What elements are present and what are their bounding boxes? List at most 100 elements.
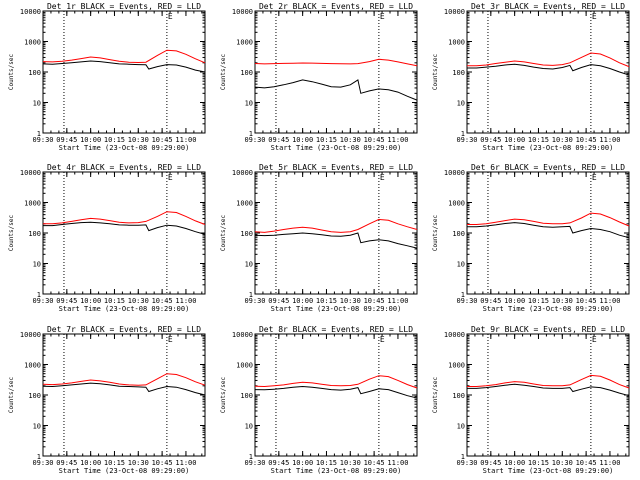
y-axis-label: Counts/sec	[8, 215, 15, 252]
panel-det-3: Det 3r BLACK = Events, RED = LLD 1 10 100 10…	[432, 2, 630, 152]
x-tick-label: 10:45	[364, 459, 385, 467]
x-tick-label: 09:45	[480, 459, 501, 467]
x-tick-label: 10:45	[152, 136, 173, 144]
x-tick-label: 10:00	[504, 136, 525, 144]
y-tick-label: 1000	[24, 200, 41, 208]
series-events	[467, 383, 630, 397]
y-tick-label: 100	[28, 392, 41, 400]
y-tick-label: 100	[240, 392, 253, 400]
x-tick-label: 09:30	[32, 459, 53, 467]
y-tick-label: 1	[37, 453, 41, 461]
y-tick-label: 1000	[236, 362, 253, 370]
x-tick-label: 11:00	[599, 136, 620, 144]
y-tick-label: 10	[245, 261, 253, 269]
x-tick-label: 09:30	[456, 136, 477, 144]
x-tick-label: 10:45	[152, 297, 173, 305]
x-axis-label: Start Time (23-Oct-08 09:29:00)	[59, 144, 190, 152]
x-tick-label: 10:30	[128, 136, 149, 144]
y-tick-label: 1000	[236, 39, 253, 47]
y-tick-label: 1	[249, 291, 253, 299]
panel-title: Det 5r BLACK = Events, RED = LLD	[259, 163, 413, 172]
y-tick-label: 100	[452, 69, 465, 77]
marker-label: E	[380, 12, 385, 21]
x-tick-label: 10:15	[528, 297, 549, 305]
x-tick-label: 09:45	[268, 136, 289, 144]
x-tick-label: 10:15	[528, 136, 549, 144]
x-tick-label: 10:30	[340, 459, 361, 467]
panel-title: Det 9r BLACK = Events, RED = LLD	[471, 325, 625, 334]
y-tick-label: 10000	[444, 331, 465, 339]
x-tick-label: 10:30	[128, 297, 149, 305]
x-tick-label: 11:00	[387, 459, 408, 467]
y-tick-label: 10000	[232, 331, 253, 339]
x-tick-label: 10:30	[340, 136, 361, 144]
x-tick-label: 11:00	[387, 136, 408, 144]
x-tick-label: 10:15	[316, 136, 337, 144]
y-tick-label: 10	[245, 100, 253, 108]
series-events	[42, 60, 206, 73]
series-events	[254, 232, 418, 249]
x-axis-label: Start Time (23-Oct-08 09:29:00)	[483, 305, 614, 313]
x-tick-label: 10:30	[128, 459, 149, 467]
y-tick-label: 10000	[444, 169, 465, 177]
x-tick-label: 10:00	[292, 297, 313, 305]
x-tick-label: 10:15	[316, 297, 337, 305]
y-tick-label: 10000	[232, 169, 253, 177]
x-tick-label: 10:30	[552, 297, 573, 305]
y-tick-label: 1000	[448, 39, 465, 47]
y-tick-label: 1	[461, 453, 465, 461]
y-tick-label: 10000	[20, 169, 41, 177]
x-tick-label: 10:15	[104, 297, 125, 305]
x-tick-label: 10:00	[292, 459, 313, 467]
panel-det-7: Det 7r BLACK = Events, RED = LLD 1 10 100 10…	[8, 325, 206, 475]
x-tick-label: 10:45	[576, 136, 597, 144]
x-tick-label: 10:15	[104, 459, 125, 467]
series-events	[467, 222, 630, 239]
series-lld	[467, 52, 630, 68]
x-tick-label: 09:30	[456, 459, 477, 467]
x-tick-label: 11:00	[599, 459, 620, 467]
series-lld	[42, 373, 206, 386]
x-tick-label: 10:15	[528, 459, 549, 467]
series-events	[254, 385, 418, 399]
x-tick-label: 09:45	[56, 136, 77, 144]
y-tick-label: 10	[457, 100, 465, 108]
panel-det-2: Det 2r BLACK = Events, RED = LLD 1 10 100 10…	[220, 2, 418, 152]
x-tick-label: 09:30	[32, 136, 53, 144]
y-tick-label: 10	[245, 423, 253, 431]
y-axis-label: Counts/sec	[220, 377, 227, 414]
marker-label: E	[592, 173, 597, 182]
y-tick-label: 10000	[20, 331, 41, 339]
panel-det-4: Det 4r BLACK = Events, RED = LLD 1 10 100 10…	[8, 163, 206, 313]
x-tick-label: 10:15	[316, 459, 337, 467]
marker-label: E	[168, 12, 173, 21]
panel-det-8: Det 8r BLACK = Events, RED = LLD 1 10 100 10…	[220, 325, 418, 475]
x-tick-label: 10:00	[504, 297, 525, 305]
plot-frame	[466, 171, 630, 295]
x-tick-label: 10:15	[104, 136, 125, 144]
plot-frame	[254, 10, 418, 134]
marker-label: E	[380, 335, 385, 344]
panel-title: Det 3r BLACK = Events, RED = LLD	[471, 2, 625, 11]
y-tick-label: 100	[452, 392, 465, 400]
x-tick-label: 09:45	[56, 297, 77, 305]
y-tick-label: 100	[240, 69, 253, 77]
x-tick-label: 10:45	[364, 136, 385, 144]
series-events	[43, 221, 206, 235]
x-tick-label: 10:45	[576, 459, 597, 467]
x-tick-label: 09:45	[480, 136, 501, 144]
x-tick-label: 09:30	[32, 297, 53, 305]
y-tick-label: 10	[457, 423, 465, 431]
x-tick-label: 11:00	[175, 297, 196, 305]
x-tick-label: 09:45	[480, 297, 501, 305]
panel-title: Det 8r BLACK = Events, RED = LLD	[259, 325, 413, 334]
y-tick-label: 1000	[448, 200, 465, 208]
series-lld	[254, 58, 418, 67]
x-tick-label: 09:45	[268, 297, 289, 305]
plot-frame	[42, 10, 206, 134]
series-lld	[254, 375, 418, 389]
series-lld	[467, 374, 630, 389]
y-tick-label: 1	[249, 130, 253, 138]
x-tick-label: 09:30	[244, 297, 265, 305]
plot-frame	[42, 333, 206, 457]
